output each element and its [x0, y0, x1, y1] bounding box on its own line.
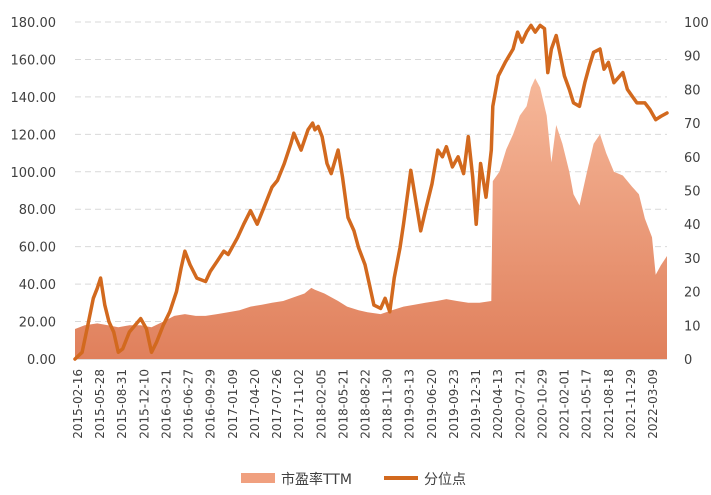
y-left-tick-label: 140.00	[11, 91, 57, 106]
y-right-tick-label: 90	[684, 50, 701, 65]
y-right-tick-label: 70	[684, 117, 701, 132]
x-tick-label: 2020-04-13	[491, 369, 505, 439]
x-tick-label: 2018-11-30	[381, 369, 395, 439]
x-tick-label: 2015-05-28	[93, 369, 107, 439]
legend-label-area: 市盈率TTM	[281, 471, 352, 488]
x-tick-label: 2022-03-09	[646, 369, 660, 439]
x-tick-label: 2018-08-22	[359, 369, 373, 439]
legend-swatch-area	[241, 473, 275, 483]
x-tick-label: 2021-02-01	[558, 369, 572, 439]
y-left-tick-label: 160.00	[11, 53, 57, 68]
x-tick-label: 2016-03-21	[159, 369, 173, 439]
x-tick-label: 2021-11-29	[624, 369, 638, 439]
legend-swatch-line	[384, 476, 418, 480]
y-right-tick-label: 80	[684, 83, 701, 98]
y-right-tick-label: 60	[684, 151, 701, 166]
y-right-tick-label: 0	[684, 353, 692, 368]
x-tick-label: 2019-06-20	[425, 369, 439, 439]
series-area-pe-ttm	[75, 78, 667, 359]
x-tick-label: 2018-02-05	[314, 369, 328, 439]
x-tick-label: 2017-04-20	[248, 369, 262, 439]
x-tick-label: 2015-12-10	[137, 369, 151, 439]
x-tick-label: 2017-07-26	[270, 369, 284, 439]
x-tick-label: 2019-12-31	[469, 369, 483, 439]
y-left-tick-label: 180.00	[11, 16, 57, 31]
line-series-layer	[73, 23, 669, 361]
x-tick-label: 2021-05-17	[580, 369, 594, 439]
y-left-tick-label: 120.00	[11, 128, 57, 143]
x-tick-label: 2020-10-29	[535, 369, 549, 439]
y-right-tick-label: 10	[684, 319, 701, 334]
y-axis-right: 0 10 20 30 40 50 60 70 80 90 100	[684, 16, 709, 368]
x-tick-label: 2016-09-29	[204, 369, 218, 439]
area-series-layer	[75, 78, 667, 359]
y-left-tick-label: 20.00	[19, 316, 56, 331]
y-right-tick-label: 50	[684, 185, 701, 200]
legend: 市盈率TTM 分位点	[241, 471, 466, 488]
y-left-tick-label: 60.00	[19, 241, 56, 256]
y-right-tick-label: 100	[684, 16, 709, 31]
x-tick-label: 2016-06-27	[182, 369, 196, 439]
y-left-tick-label: 0.00	[27, 353, 56, 368]
x-tick-label: 2018-05-21	[336, 369, 350, 439]
legend-label-line: 分位点	[424, 472, 466, 488]
x-tick-label: 2020-07-21	[513, 369, 527, 439]
y-right-tick-label: 30	[684, 252, 701, 267]
x-tick-label: 2015-08-31	[115, 369, 129, 439]
x-tick-label: 2017-11-02	[292, 369, 306, 439]
x-tick-label: 2017-01-09	[226, 369, 240, 439]
y-left-tick-label: 80.00	[19, 203, 56, 218]
y-left-tick-label: 40.00	[19, 278, 56, 293]
y-right-tick-label: 20	[684, 286, 701, 301]
y-axis-left: 0.00 20.00 40.00 60.00 80.00 100.00 120.00 140.…	[11, 16, 57, 368]
x-tick-label: 2015-02-16	[71, 369, 85, 439]
y-right-tick-label: 40	[684, 218, 701, 233]
x-tick-label: 2021-08-18	[602, 369, 616, 439]
y-left-tick-label: 100.00	[11, 166, 57, 181]
x-tick-label: 2019-09-23	[447, 369, 461, 439]
series-line-percentile	[73, 23, 669, 361]
x-axis: 2015-02-16 2015-05-28 2015-08-31 2015-12-10…	[71, 369, 660, 439]
x-tick-label: 2019-03-13	[403, 369, 417, 439]
